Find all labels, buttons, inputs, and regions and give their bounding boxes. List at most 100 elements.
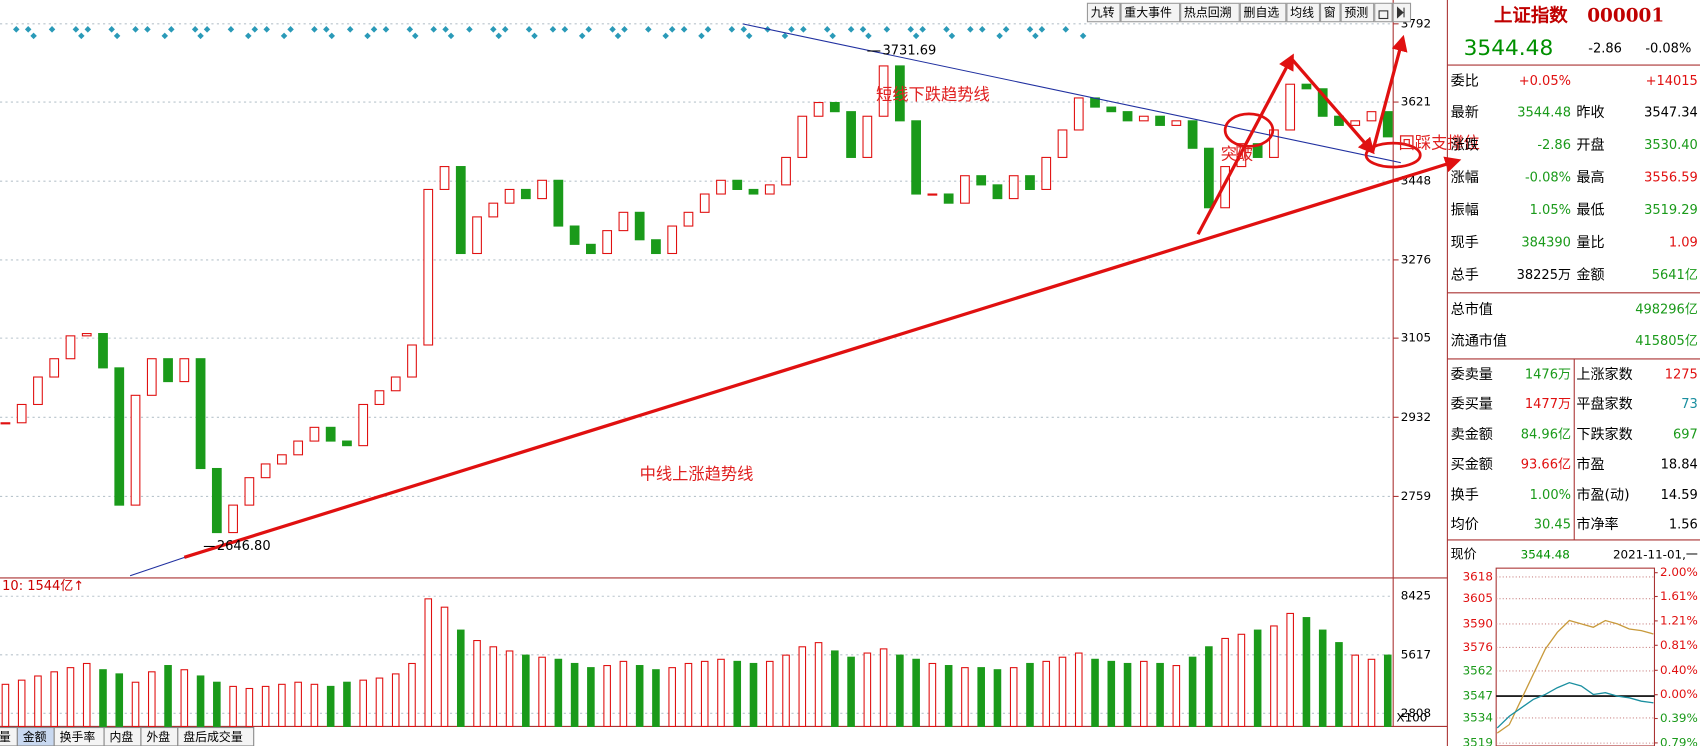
volume-bar — [1221, 637, 1229, 727]
y-tick-label: 2808 — [1401, 706, 1431, 720]
row-label: 涨跌 — [1451, 137, 1479, 153]
signal-dot — [621, 26, 628, 33]
signal-dot — [346, 26, 354, 33]
candle — [586, 243, 596, 255]
toolbar-button[interactable] — [1239, 2, 1287, 23]
toolbar-button[interactable] — [1319, 2, 1341, 23]
mini-title: 现价 — [1451, 548, 1477, 563]
candle — [699, 193, 710, 213]
volume-bar — [1383, 654, 1392, 727]
y-tick-label: 3621 — [1401, 95, 1431, 109]
y-tick-label: 5617 — [1401, 647, 1431, 661]
volume-bar — [473, 640, 481, 727]
candle — [1285, 83, 1296, 131]
row-value: 1476万 — [1525, 368, 1571, 383]
candle — [634, 211, 645, 241]
signal-dot — [24, 26, 32, 33]
volume-bar — [1318, 629, 1327, 727]
candle — [195, 358, 206, 470]
candle — [943, 193, 954, 204]
candle — [1106, 106, 1117, 113]
candle — [390, 376, 401, 392]
volume-bar — [164, 665, 172, 727]
row-value: 1.56 — [1669, 517, 1698, 532]
candle — [423, 188, 434, 346]
y-tick-label: 3547 — [1463, 689, 1493, 703]
volume-bar — [1107, 660, 1116, 727]
up-trend-line — [183, 156, 1462, 559]
volume-bar — [1042, 660, 1051, 727]
circle-mark — [1364, 141, 1422, 169]
candle — [244, 477, 255, 506]
row-value: 1275 — [1665, 368, 1698, 383]
signal-dot — [698, 32, 705, 40]
candle — [1171, 120, 1182, 126]
candle — [732, 179, 743, 190]
signal-dot — [466, 26, 473, 33]
candle — [960, 175, 970, 204]
candle — [1317, 88, 1328, 117]
circle-mark — [1223, 112, 1275, 148]
y-tick-label: 3562 — [1463, 663, 1493, 677]
signal-dot — [197, 32, 204, 40]
volume-bar — [1302, 617, 1311, 727]
signal-dot — [561, 26, 569, 33]
candle — [472, 216, 482, 255]
volume-bar — [1091, 658, 1099, 727]
candle — [1073, 97, 1084, 131]
row-label: 现手 — [1451, 235, 1479, 251]
signal-dot — [203, 26, 211, 33]
row-label: 开盘 — [1576, 136, 1604, 153]
signal-dot — [323, 26, 330, 33]
signal-dot — [161, 32, 169, 40]
row-label: 流通市值 — [1451, 333, 1507, 350]
signal-dot — [740, 26, 748, 33]
signal-dot — [84, 26, 92, 33]
row-label: 换手 — [1451, 487, 1479, 504]
quote-change: -2.86 — [1588, 41, 1622, 56]
candle — [407, 344, 417, 378]
candle — [1350, 120, 1361, 126]
candle — [293, 440, 304, 456]
volume-bar — [1237, 633, 1246, 727]
row-label: 卖金额 — [1451, 427, 1493, 443]
signal-dot — [823, 26, 831, 33]
y-tick-label: 3105 — [1401, 331, 1431, 345]
quote-code: 000001 — [1587, 5, 1664, 26]
candle — [309, 426, 320, 442]
candle — [781, 156, 791, 186]
signal-dot — [406, 26, 414, 33]
candle — [846, 111, 856, 158]
row-value: 1.09 — [1669, 235, 1698, 250]
volume-bar — [1188, 656, 1197, 727]
volume-bar — [1123, 662, 1132, 727]
toolbar-label: 均线 — [1290, 6, 1314, 20]
volume-bar — [554, 658, 563, 727]
volume-bar — [522, 654, 530, 727]
candle — [0, 422, 11, 425]
arrow — [1291, 58, 1375, 155]
volume-bar — [1156, 662, 1164, 727]
candle — [927, 193, 938, 196]
toolbar-button[interactable] — [1120, 2, 1181, 23]
signal-dot — [48, 26, 56, 33]
signal-dot — [859, 26, 867, 33]
volume-bar — [798, 646, 807, 727]
row-label: 金额 — [1576, 267, 1604, 283]
volume-bar — [1140, 660, 1148, 727]
candle — [504, 188, 515, 204]
toolbar-button[interactable] — [1086, 2, 1121, 23]
toolbar-button[interactable] — [1180, 2, 1240, 23]
row-value: 1.05% — [1530, 203, 1571, 218]
toolbar-button[interactable] — [1340, 2, 1375, 23]
volume-bar — [538, 656, 546, 727]
volume-bar — [944, 665, 953, 727]
volume-bar — [782, 654, 790, 727]
toolbar-button[interactable] — [1286, 2, 1320, 23]
volume-bar — [34, 675, 42, 727]
signal-dot — [907, 26, 914, 33]
row-value: 3530.40 — [1644, 138, 1698, 153]
signal-dot — [788, 26, 795, 33]
row-value: 18.84 — [1661, 458, 1698, 473]
